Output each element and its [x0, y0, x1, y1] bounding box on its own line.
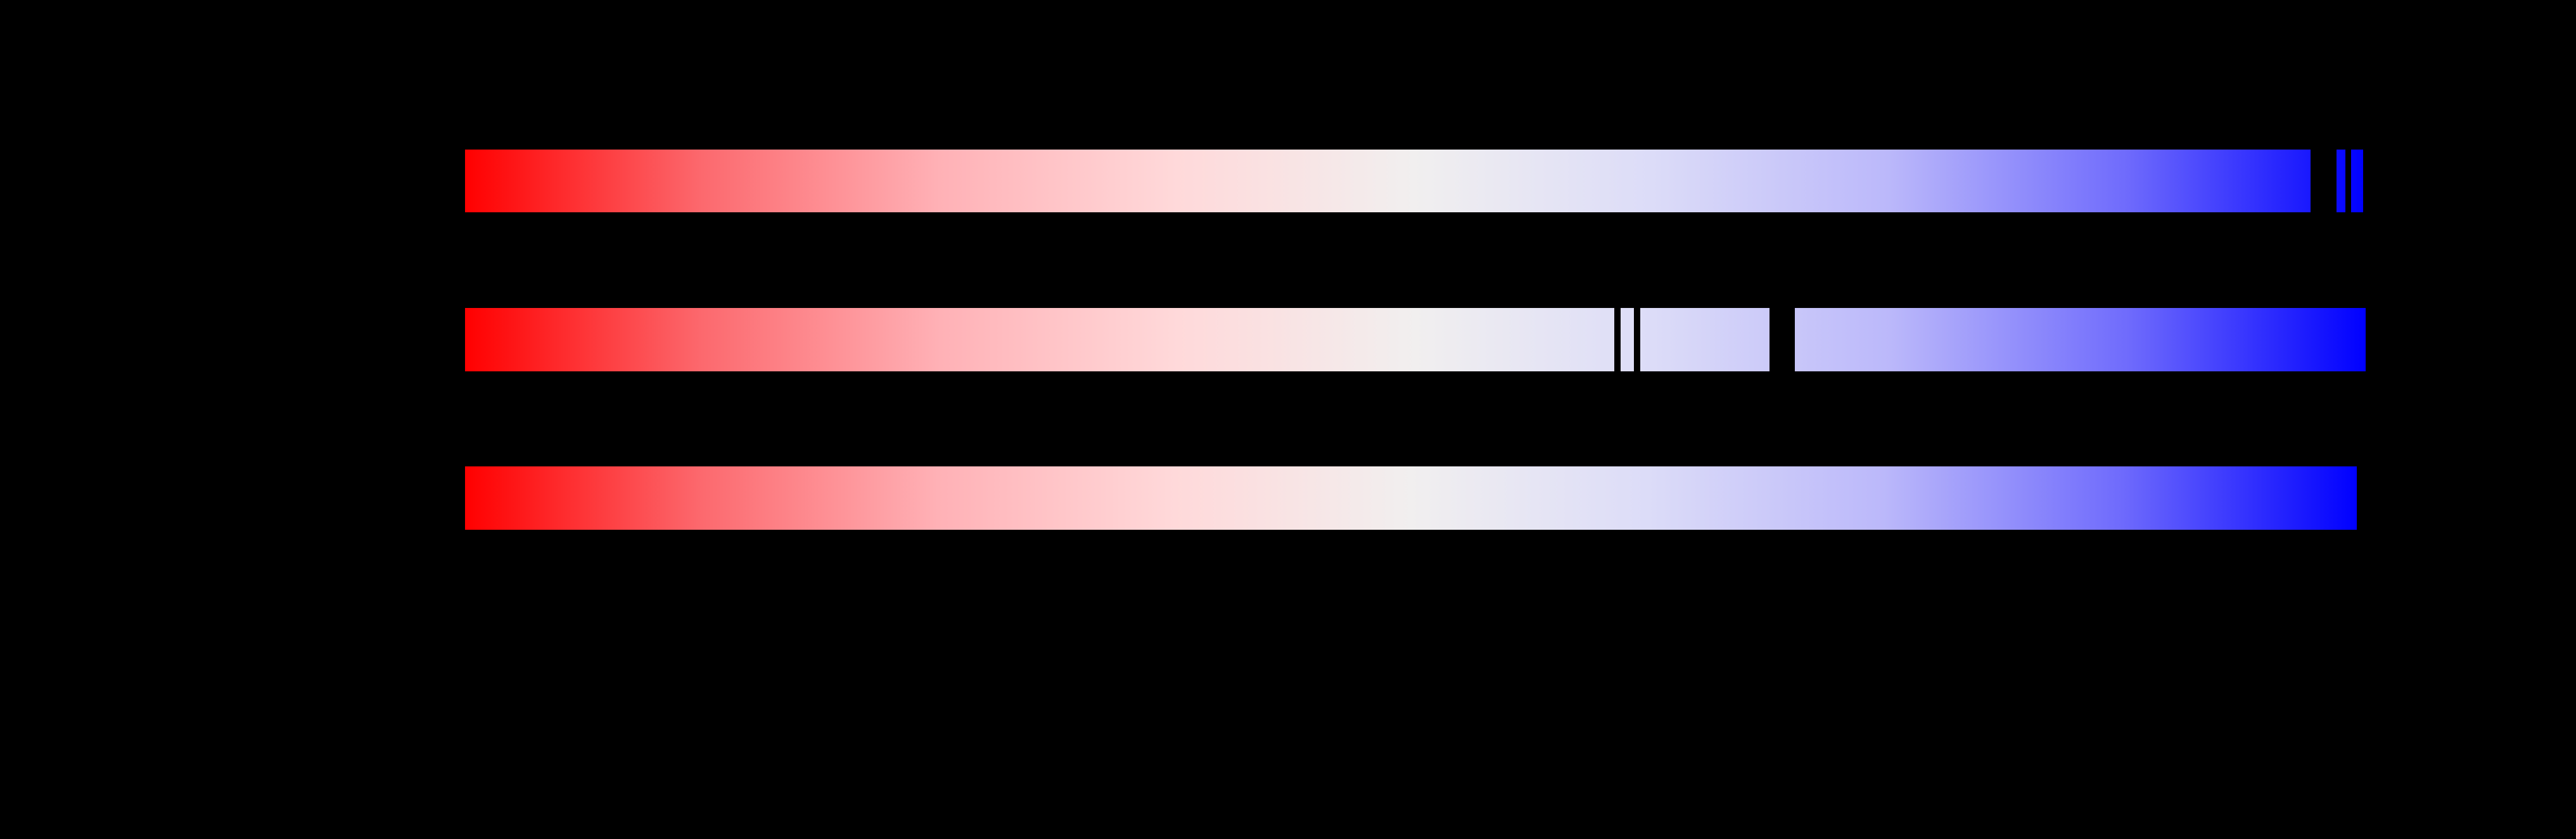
color-strip-1-gap-mark: [2311, 150, 2337, 212]
color-strip-2-gap-mark: [1769, 308, 1795, 371]
color-strip-2-gap-mark: [1614, 308, 1621, 371]
color-strip-2: [465, 308, 2366, 371]
color-strip-1-gap-mark: [2345, 150, 2351, 212]
color-strip-2-gap-mark: [1634, 308, 1640, 371]
color-strip-1: [465, 150, 2363, 212]
color-strip-3: [465, 466, 2357, 530]
